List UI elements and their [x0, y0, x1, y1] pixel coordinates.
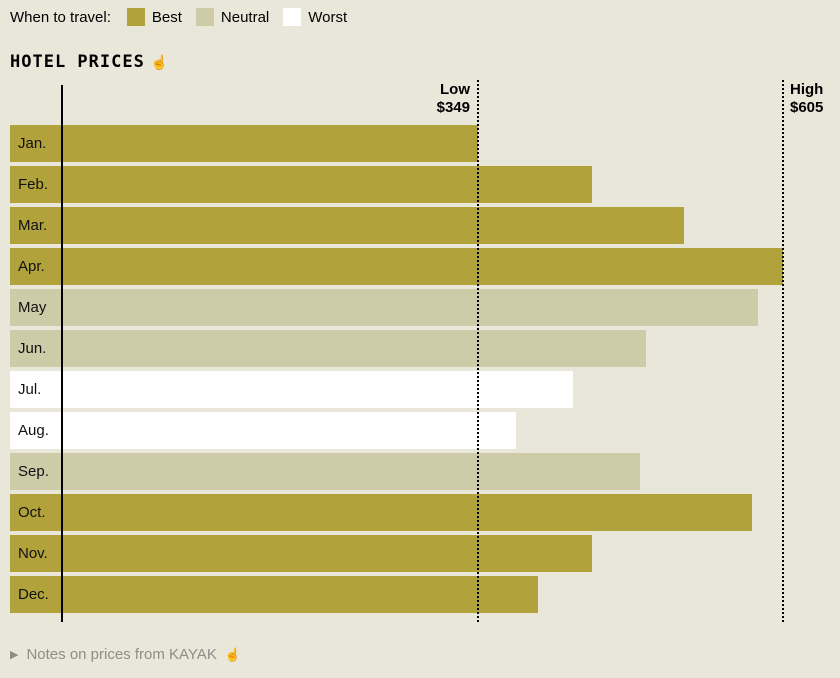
price-bar[interactable]: Jun. [10, 330, 646, 367]
price-bar[interactable]: Jan. [10, 125, 478, 162]
legend: When to travel: Best Neutral Worst [10, 8, 347, 26]
bar-row-jul[interactable]: Jul. [0, 371, 840, 408]
hotel-prices-chart: Jan. Feb. Mar. Apr. May Jun. Jul. Aug. Sep. Oct. N… [0, 80, 840, 622]
high-threshold-line [782, 80, 784, 622]
bar-row-mar[interactable]: Mar. [0, 207, 840, 244]
bar-row-sep[interactable]: Sep. [0, 453, 840, 490]
price-bar[interactable]: May [10, 289, 758, 326]
month-label: Apr. [18, 258, 45, 275]
month-label: Oct. [18, 504, 46, 521]
bar-row-oct[interactable]: Oct. [0, 494, 840, 531]
legend-item-label: Worst [308, 8, 348, 26]
month-label: Jul. [18, 381, 42, 398]
price-bar[interactable]: Sep. [10, 453, 640, 490]
low-annotation: Low $349 [0, 81, 470, 117]
chart-title-row: HOTEL PRICES ☝ [10, 52, 168, 72]
month-label: May [18, 299, 47, 316]
bar-row-dec[interactable]: Dec. [0, 576, 840, 613]
baseline-axis [61, 85, 63, 622]
month-label: Aug. [18, 422, 49, 439]
price-bar[interactable]: Apr. [10, 248, 783, 285]
footer-text: Notes on prices from KAYAK [26, 646, 217, 663]
low-annotation-value: $349 [436, 99, 470, 116]
worst-color-swatch [283, 8, 302, 26]
bar-row-apr[interactable]: Apr. [0, 248, 840, 285]
bar-row-nov[interactable]: Nov. [0, 535, 840, 572]
bar-row-may[interactable]: May [0, 289, 840, 326]
price-bar[interactable]: Aug. [10, 412, 516, 449]
price-bar[interactable]: Mar. [10, 207, 684, 244]
price-bar[interactable]: Oct. [10, 494, 752, 531]
price-bar[interactable]: Jul. [10, 371, 573, 408]
low-annotation-label: Low [440, 81, 470, 98]
legend-item-label: Best [151, 8, 182, 26]
low-threshold-line [477, 80, 479, 622]
month-label: Jan. [18, 135, 47, 152]
price-bar[interactable]: Dec. [10, 576, 538, 613]
neutral-color-swatch [195, 8, 214, 26]
month-label: Jun. [18, 340, 47, 357]
bar-row-jan[interactable]: Jan. [0, 125, 840, 162]
interactive-hand-icon: ☝ [150, 53, 169, 70]
bar-row-jun[interactable]: Jun. [0, 330, 840, 367]
legend-item-best: Best [126, 8, 182, 26]
chart-title: HOTEL PRICES [10, 52, 145, 72]
high-annotation-value: $605 [790, 99, 824, 116]
month-label: Nov. [18, 545, 48, 562]
bars: Jan. Feb. Mar. Apr. May Jun. Jul. Aug. Sep. Oct. N… [0, 125, 840, 617]
legend-title: When to travel: [10, 8, 111, 26]
month-label: Dec. [18, 586, 49, 603]
legend-item-worst: Worst [283, 8, 347, 26]
high-annotation-label: High [790, 81, 824, 98]
disclosure-triangle-icon: ▶ [10, 649, 19, 661]
interactive-hand-icon: ☝ [224, 646, 242, 662]
legend-item-neutral: Neutral [195, 8, 270, 26]
price-bar[interactable]: Nov. [10, 535, 592, 572]
month-label: Feb. [18, 176, 49, 193]
month-label: Mar. [18, 217, 48, 234]
high-annotation: High $605 [790, 81, 823, 117]
legend-item-label: Neutral [220, 8, 270, 26]
bar-row-aug[interactable]: Aug. [0, 412, 840, 449]
month-label: Sep. [18, 463, 49, 480]
price-bar[interactable]: Feb. [10, 166, 592, 203]
best-color-swatch [126, 8, 145, 26]
notes-disclosure[interactable]: ▶ Notes on prices from KAYAK ☝ [10, 646, 241, 663]
bar-row-feb[interactable]: Feb. [0, 166, 840, 203]
